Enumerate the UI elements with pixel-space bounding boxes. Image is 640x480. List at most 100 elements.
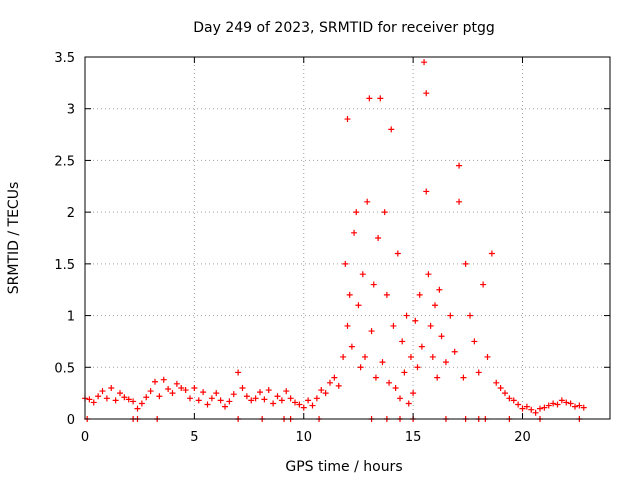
data-point (386, 379, 393, 386)
data-point (554, 401, 561, 408)
data-point (519, 405, 526, 412)
data-point (541, 404, 548, 411)
data-point (397, 395, 403, 402)
data-point (152, 378, 158, 385)
data-point (423, 90, 430, 97)
data-point (460, 374, 467, 381)
data-point (434, 374, 441, 381)
data-point (427, 322, 434, 329)
data-point (432, 302, 438, 309)
data-point (270, 400, 277, 407)
data-point (438, 333, 445, 340)
data-point (287, 395, 294, 402)
data-point (300, 404, 307, 411)
data-point (456, 162, 463, 169)
data-point (274, 393, 281, 400)
data-point (377, 95, 384, 102)
data-point (532, 409, 539, 416)
data-point (456, 198, 463, 205)
data-point (425, 271, 432, 278)
data-point (447, 312, 454, 319)
data-point (217, 397, 224, 404)
data-point (335, 382, 342, 389)
data-point (388, 126, 395, 133)
data-point (117, 390, 123, 397)
data-point (191, 384, 198, 391)
plot-frame (84, 56, 611, 420)
data-point (195, 397, 202, 404)
y-tick-label: 0 (67, 413, 75, 428)
data-point (394, 250, 401, 257)
data-point (523, 403, 530, 410)
data-point (488, 250, 495, 257)
data-point (410, 390, 417, 397)
data-point (261, 396, 268, 403)
x-axis-label: GPS time / hours (285, 459, 402, 475)
data-point (248, 397, 255, 404)
data-point (572, 403, 578, 410)
x-tick-label: 5 (190, 430, 198, 445)
data-point (239, 384, 246, 391)
x-tick-label: 0 (81, 430, 89, 445)
data-point (138, 400, 145, 407)
data-point (182, 387, 189, 394)
data-point (421, 59, 428, 66)
data-point (515, 401, 522, 408)
data-point (563, 399, 570, 406)
data-point (502, 390, 508, 397)
data-point (331, 374, 338, 381)
data-point (213, 390, 220, 397)
data-point (467, 312, 473, 319)
data-point (392, 384, 399, 391)
data-point (348, 343, 355, 350)
data-point (370, 281, 377, 288)
data-point (383, 291, 390, 298)
data-point (178, 384, 185, 391)
data-point (292, 399, 298, 406)
data-point (567, 400, 574, 407)
data-point (99, 388, 106, 395)
y-tick-label: 1 (67, 310, 75, 325)
data-point (235, 369, 242, 376)
data-point (173, 380, 180, 387)
data-point (204, 401, 211, 408)
data-point (362, 353, 368, 360)
data-point (364, 198, 371, 205)
data-point (346, 291, 353, 298)
data-point (342, 260, 349, 267)
data-point (160, 376, 167, 383)
grid (85, 57, 610, 419)
data-point (407, 353, 414, 360)
data-point (576, 402, 583, 409)
data-point (156, 393, 163, 400)
data-point (344, 322, 351, 329)
chart-title: Day 249 of 2023, SRMTID for receiver ptg… (193, 20, 495, 36)
data-point (165, 386, 172, 393)
data-points (82, 59, 587, 422)
y-axis-label: SRMTID / TECUs (6, 182, 22, 295)
y-tick-label: 2 (67, 206, 75, 221)
data-point (257, 389, 263, 396)
data-point (353, 209, 360, 216)
data-point (143, 394, 150, 401)
data-point (480, 281, 487, 288)
data-point (305, 397, 312, 404)
data-point (401, 369, 408, 376)
data-point (510, 397, 517, 404)
data-point (528, 406, 535, 413)
data-point (451, 348, 458, 355)
data-point (462, 260, 469, 267)
data-point (340, 353, 347, 360)
data-point (103, 395, 110, 402)
data-point (200, 389, 207, 396)
data-point (265, 387, 272, 394)
data-point (359, 271, 366, 278)
data-point (580, 404, 587, 411)
data-point (442, 359, 449, 366)
data-point (381, 209, 388, 216)
data-point (327, 379, 333, 386)
data-point (351, 229, 358, 236)
data-point (230, 391, 237, 398)
